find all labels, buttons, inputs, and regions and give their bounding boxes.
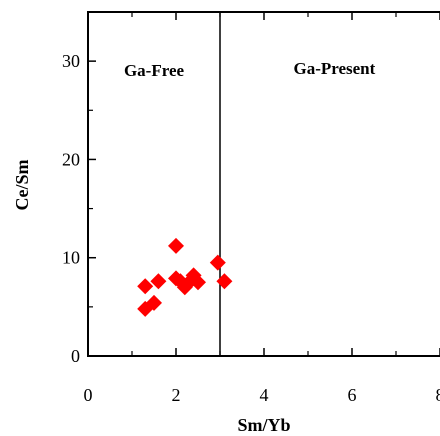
data-point	[168, 237, 184, 254]
y-axis-label: Ce/Sm	[12, 160, 32, 211]
y-tick-label: 20	[62, 149, 80, 169]
data-points	[137, 237, 233, 317]
plot-frame	[87, 11, 440, 357]
x-tick-label: 6	[348, 385, 357, 405]
data-point	[190, 274, 206, 291]
y-axis-ticks: 0 10 20 30	[62, 11, 96, 366]
x-axis-ticks: 0 2 4 6 8	[84, 12, 440, 405]
y-tick-label: 0	[71, 346, 80, 366]
region-labels: Ga-Free Ga-Present	[124, 59, 376, 80]
y-tick-label: 30	[62, 51, 80, 71]
x-tick-label: 2	[172, 385, 181, 405]
x-axis-label: Sm/Yb	[237, 415, 290, 435]
region-label: Ga-Present	[293, 59, 375, 78]
plot-border	[87, 11, 440, 357]
y-tick-label: 10	[62, 248, 80, 268]
data-point	[146, 294, 162, 311]
x-tick-label: 8	[436, 385, 440, 405]
x-tick-label: 0	[84, 385, 93, 405]
data-point	[209, 254, 226, 271]
data-point	[137, 278, 154, 295]
region-label: Ga-Free	[124, 61, 185, 80]
data-point	[216, 273, 233, 290]
x-tick-label: 4	[260, 385, 269, 405]
data-point	[150, 273, 167, 290]
